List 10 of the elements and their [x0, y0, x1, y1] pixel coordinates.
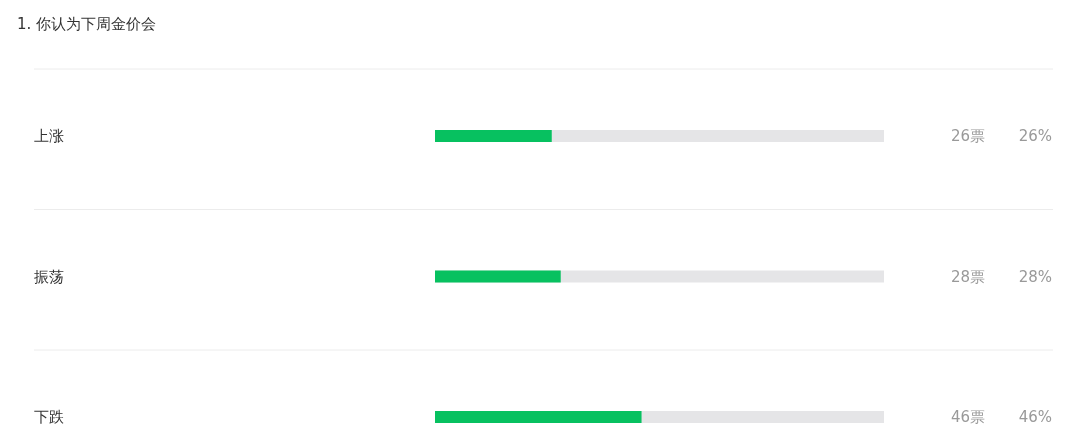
data-label: 28票	[950, 267, 985, 286]
y-tick-label: 下跌	[34, 408, 64, 426]
text: 1. 你认为下周金价会	[17, 15, 157, 33]
data-label: 46票	[950, 408, 985, 426]
y-tick-label: 振荡	[34, 267, 64, 286]
y-tick-label: 上涨	[34, 127, 64, 145]
data-label: 26票	[950, 127, 985, 145]
text: 28%	[1018, 267, 1052, 286]
text: 26%	[1018, 127, 1052, 145]
text: 46%	[1018, 408, 1052, 426]
